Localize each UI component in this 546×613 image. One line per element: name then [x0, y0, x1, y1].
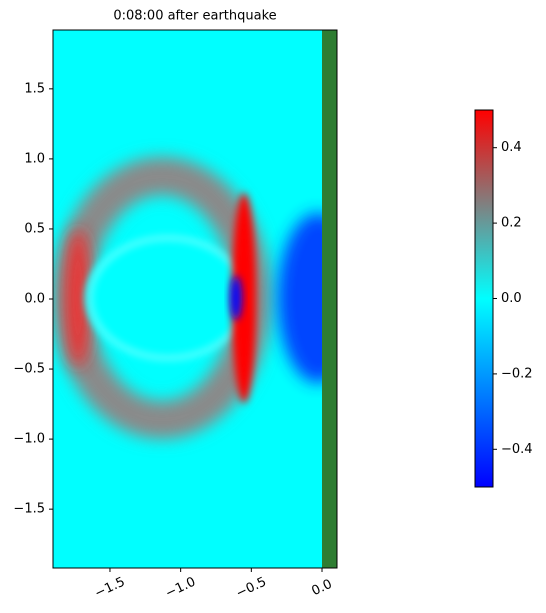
- colorbar-tick-label: −0.4: [501, 442, 533, 457]
- colorbar-tick-label: 0.2: [501, 216, 522, 231]
- colorbar: [474, 109, 494, 488]
- y-tick-label: 0.5: [24, 221, 45, 236]
- coastal-trough: [278, 213, 337, 383]
- field: [53, 30, 337, 568]
- y-tick-label: 1.0: [24, 151, 45, 166]
- land: [322, 30, 337, 568]
- x-tick-label: −0.5: [234, 575, 269, 602]
- wave-crest: [64, 228, 92, 368]
- trough: [230, 276, 242, 320]
- chart-title: 0:08:00 after earthquake: [113, 9, 276, 24]
- y-tick-label: −1.5: [13, 502, 45, 517]
- x-tick-label: 0.0: [309, 577, 334, 599]
- x-tick-label: −1.0: [163, 575, 198, 602]
- wave-front: [232, 193, 256, 403]
- y-tick-label: 1.5: [24, 81, 45, 96]
- y-tick-label: −1.0: [13, 432, 45, 447]
- colorbar-tick-label: 0.0: [501, 291, 522, 306]
- colorbar-tick-label: 0.4: [501, 140, 522, 155]
- y-tick-label: −0.5: [13, 362, 45, 377]
- colorbar-tick-label: −0.2: [501, 366, 533, 381]
- y-tick-label: 0.0: [24, 292, 45, 307]
- x-tick-label: −1.5: [92, 575, 127, 602]
- inner-region: [85, 236, 245, 360]
